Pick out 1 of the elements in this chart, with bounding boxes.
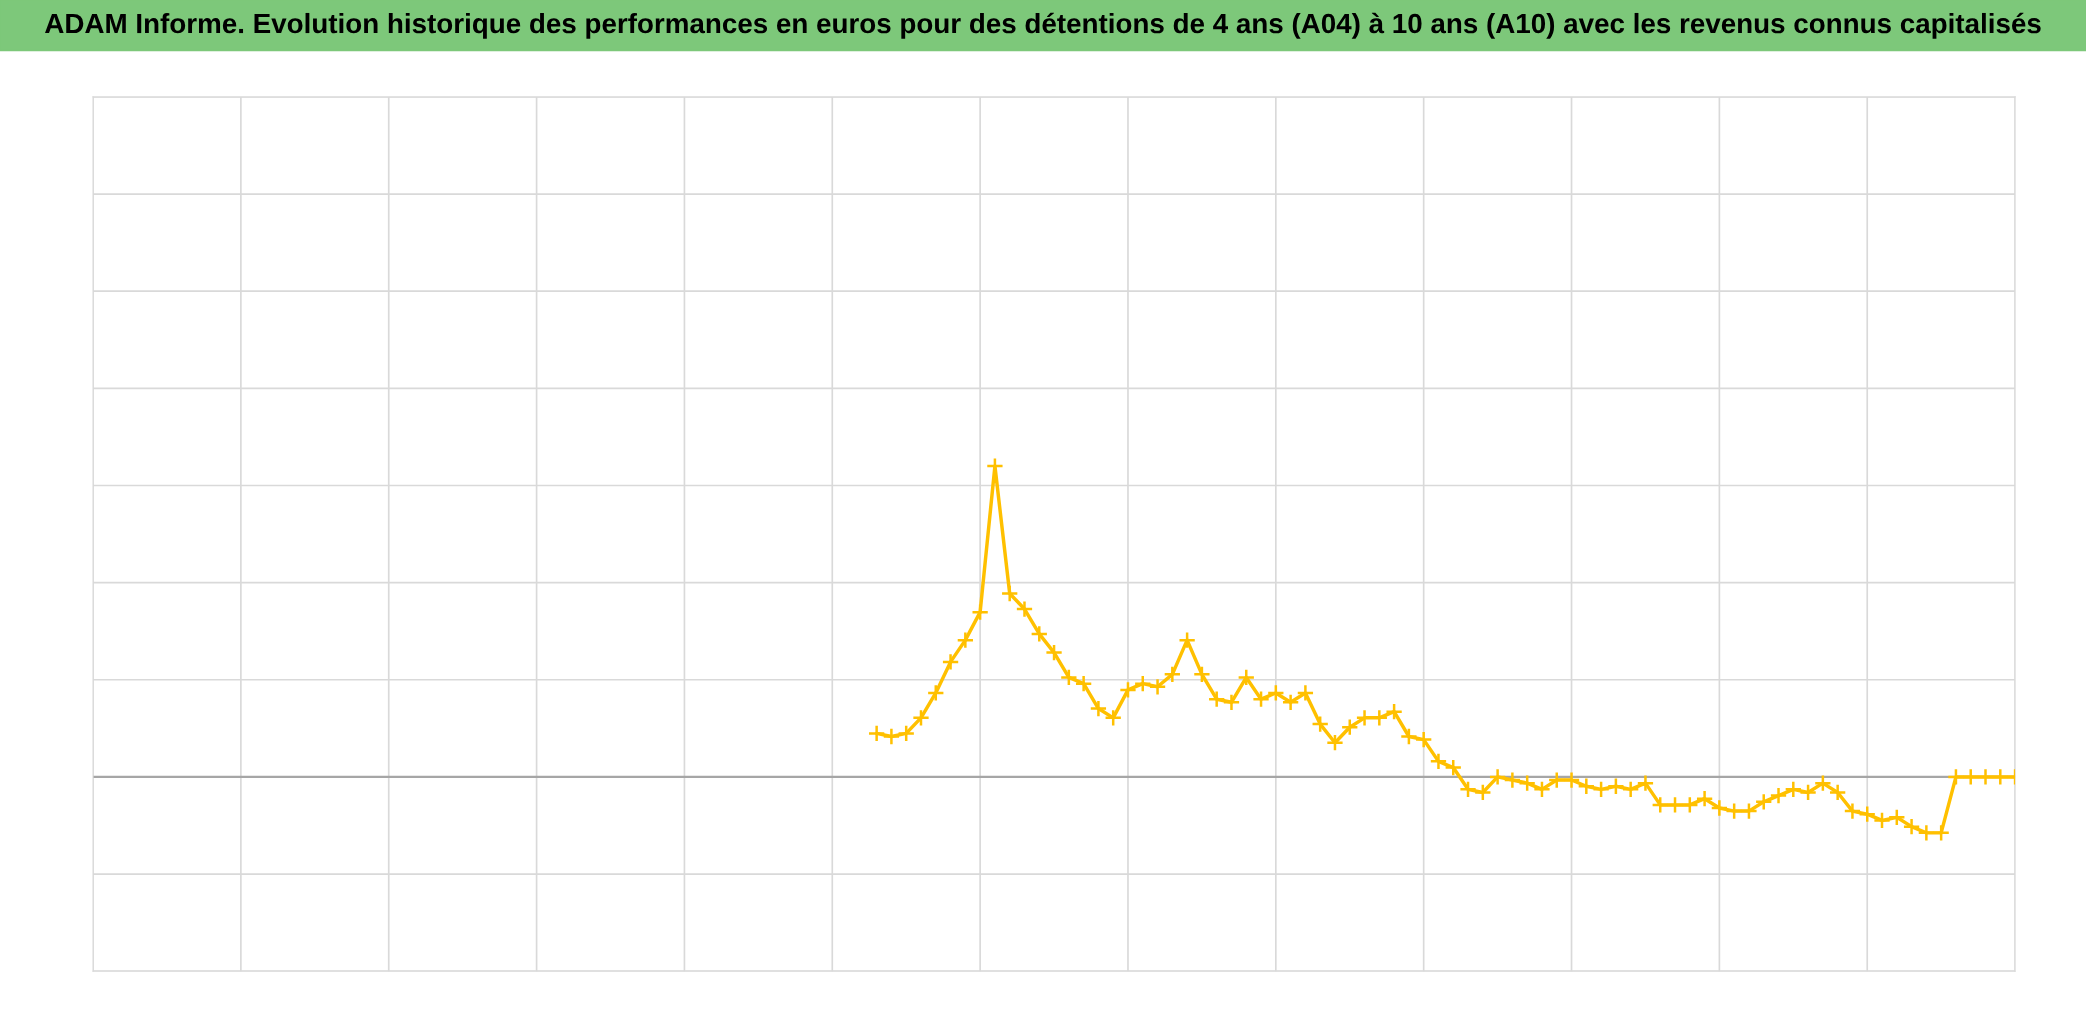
chart-title: ADAM Informe. Evolution historique des performances en euros pour des détentions de 4 ans (A04) à 10 ans (A10) avec les revenus connus capitalisés bbox=[45, 12, 2041, 39]
